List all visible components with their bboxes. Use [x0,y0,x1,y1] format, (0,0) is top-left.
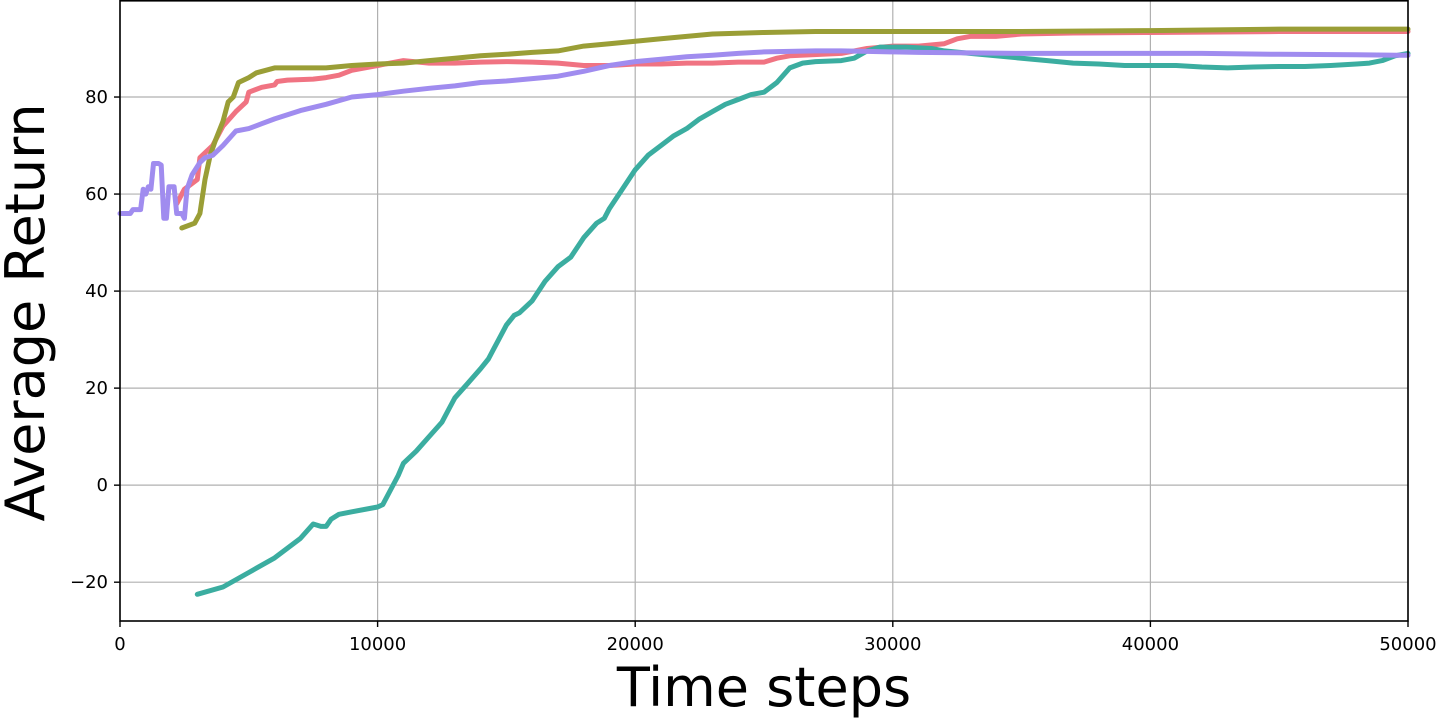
y-tick-label: 0 [97,475,108,496]
x-tick-label: 10000 [349,634,406,655]
x-tick-label: 0 [114,634,125,655]
x-tick-label: 40000 [1122,634,1179,655]
plot-frame [119,0,1409,622]
series-line-3 [194,44,1411,597]
y-tick-label: 80 [85,87,108,108]
y-tick-label: −20 [70,572,108,593]
x-axis-title: Time steps [616,656,911,719]
series-line-2 [179,26,1411,231]
x-tick-label: 30000 [864,634,921,655]
series-lines [117,26,1411,597]
y-tick-label: 60 [85,184,108,205]
x-tick-label: 20000 [607,634,664,655]
y-tick-label: 40 [85,281,108,302]
axis-ticks: 0 10000 20000 30000 40000 50000 −20 0 20 40 60 80 [70,87,1437,655]
y-tick-label: 20 [85,378,108,399]
series-line-4 [117,48,1411,221]
series-line-1 [174,29,1411,207]
x-tick-label: 50000 [1379,634,1436,655]
y-axis-title: Average Return [0,103,57,521]
